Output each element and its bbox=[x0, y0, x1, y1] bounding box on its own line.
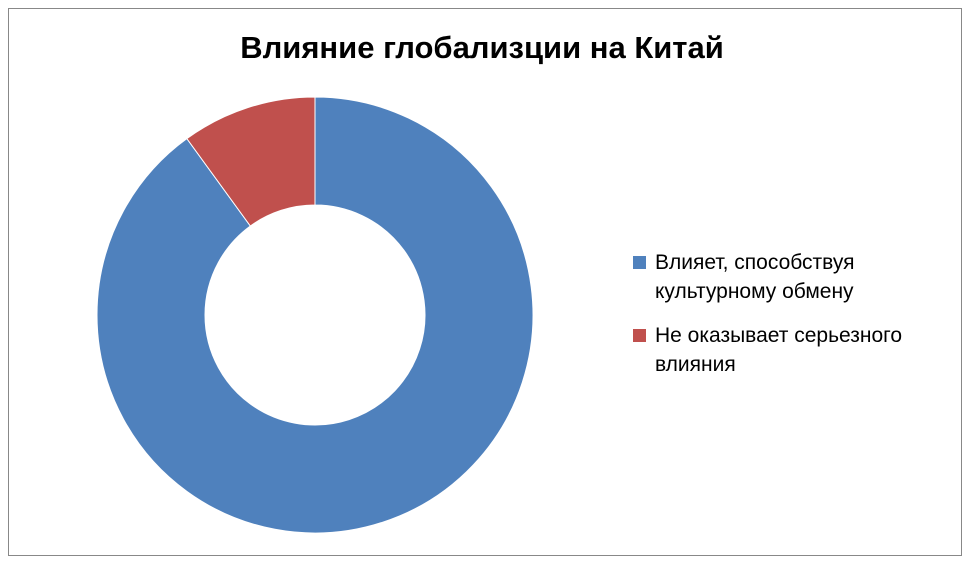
legend-item: Не оказывает серьезного влияния bbox=[630, 321, 950, 379]
chart-title: Влияние глобализции на Китай bbox=[240, 30, 724, 65]
legend-swatch bbox=[633, 329, 646, 342]
legend-item: Влияет, способствуя культурному обмену bbox=[630, 248, 950, 306]
donut-slice bbox=[186, 96, 316, 227]
donut-slice bbox=[96, 96, 534, 534]
legend-label: Не оказывает серьезного влияния bbox=[655, 324, 903, 376]
legend-label: Влияет, способствуя культурному обмену bbox=[655, 251, 855, 303]
legend: Влияет, способствуя культурному обмену Не… bbox=[630, 248, 950, 394]
legend-swatch bbox=[633, 256, 646, 269]
